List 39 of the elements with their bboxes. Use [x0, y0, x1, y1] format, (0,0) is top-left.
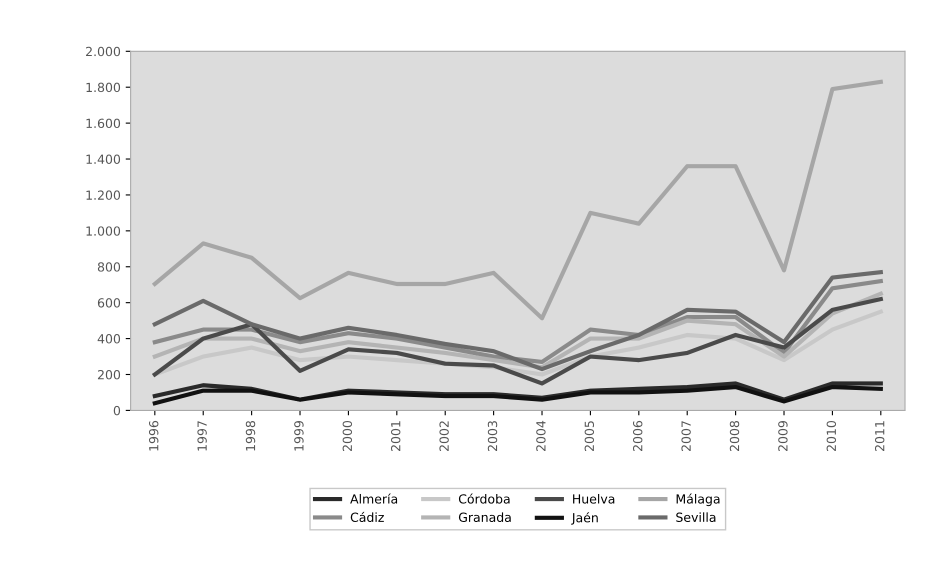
- y-tick-label: 0: [114, 406, 120, 416]
- line-series: [152, 384, 883, 406]
- line-series: [152, 270, 883, 372]
- x-tick-label: 1999: [294, 421, 304, 451]
- y-tick-label: 1.400: [86, 154, 120, 164]
- x-tick-label: 2008: [730, 420, 740, 452]
- legend-label: Sevilla: [676, 512, 716, 522]
- x-tick-label: 2011: [874, 421, 884, 452]
- legend-label: Granada: [458, 512, 511, 522]
- x-tick-label: 2004: [536, 420, 546, 452]
- legend-label: Huelva: [573, 494, 614, 504]
- y-tick-label: 1.200: [86, 190, 120, 200]
- x-tick-label: 2010: [826, 420, 836, 452]
- x-tick-label: 2003: [488, 421, 498, 452]
- x-tick-label: 2006: [632, 420, 642, 452]
- y-tick-label: 400: [98, 334, 120, 344]
- legend-label: Almería: [350, 493, 398, 504]
- y-tick-label: 1.800: [86, 82, 120, 92]
- x-tick-label: 1998: [246, 420, 256, 451]
- legend-label: Cádiz: [350, 512, 384, 522]
- line-series: [152, 80, 883, 320]
- y-tick-label: 800: [98, 262, 120, 272]
- x-tick-label: 1997: [197, 421, 207, 451]
- x-tick-label: 2005: [584, 421, 594, 452]
- x-tick-label: 2002: [439, 421, 449, 452]
- legend-label: Córdoba: [458, 493, 510, 504]
- y-tick-label: 600: [98, 298, 120, 308]
- x-tick-label: 2000: [342, 420, 352, 452]
- legend-label: Jaén: [571, 512, 598, 525]
- x-tick-label: 2001: [390, 421, 400, 452]
- line-series: [152, 296, 883, 386]
- x-tick-label: 2007: [681, 421, 691, 452]
- y-tick-label: 2.000: [86, 46, 120, 56]
- y-tick-label: 200: [98, 370, 120, 380]
- legend-label: Málaga: [676, 493, 720, 506]
- y-tick-label: 1.600: [86, 118, 120, 128]
- y-tick-label: 1.000: [86, 226, 120, 236]
- x-tick-label: 1996: [148, 420, 158, 451]
- x-tick-label: 2009: [778, 421, 788, 452]
